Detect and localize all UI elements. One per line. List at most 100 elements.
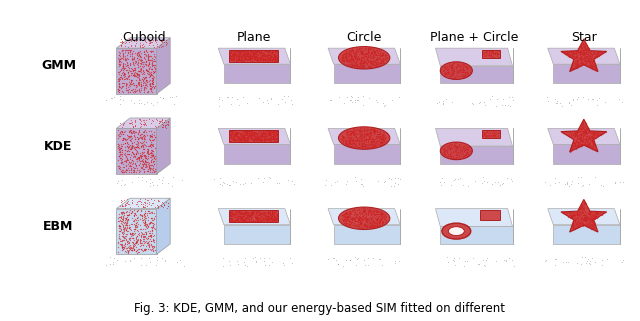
Point xyxy=(574,139,584,144)
Point xyxy=(140,199,150,204)
Point xyxy=(268,135,278,140)
Point xyxy=(241,48,252,53)
Point xyxy=(239,210,249,215)
Point xyxy=(576,133,586,138)
Point xyxy=(246,219,256,224)
Point xyxy=(586,128,596,134)
Point xyxy=(573,141,583,146)
Point xyxy=(586,64,596,69)
Point xyxy=(233,211,243,216)
Point xyxy=(484,54,495,59)
Point xyxy=(370,127,380,132)
Point xyxy=(255,137,265,142)
Point xyxy=(140,164,150,169)
Point xyxy=(139,85,149,91)
Point xyxy=(359,57,369,62)
Point xyxy=(590,209,600,214)
Point xyxy=(147,220,157,225)
Point xyxy=(246,56,257,61)
Point xyxy=(459,62,469,67)
Point xyxy=(136,165,147,170)
Point xyxy=(252,58,262,63)
Point xyxy=(348,128,358,134)
Point xyxy=(283,177,293,182)
Point xyxy=(588,135,598,141)
Point xyxy=(239,216,249,221)
Point xyxy=(127,53,137,58)
Point xyxy=(568,216,578,221)
Point xyxy=(124,202,134,207)
Point xyxy=(233,48,243,54)
Point xyxy=(578,125,588,130)
Point xyxy=(138,235,148,240)
Point xyxy=(550,96,561,101)
Point xyxy=(575,136,586,141)
Point xyxy=(356,51,367,56)
Point xyxy=(460,147,470,152)
Point xyxy=(568,221,579,226)
Point xyxy=(257,215,268,220)
Point xyxy=(116,43,126,48)
Point xyxy=(152,198,163,204)
Point xyxy=(143,236,153,241)
Point xyxy=(254,212,264,217)
Point xyxy=(571,140,581,145)
Point xyxy=(249,132,259,137)
Point xyxy=(143,52,153,57)
Point xyxy=(115,236,125,241)
Point xyxy=(592,212,602,217)
Point xyxy=(453,69,463,74)
Point xyxy=(225,212,236,217)
Point xyxy=(349,140,359,145)
Point xyxy=(346,60,356,65)
Point xyxy=(271,131,281,136)
Point xyxy=(244,133,254,138)
Point xyxy=(376,212,386,217)
Point xyxy=(580,120,591,125)
Point xyxy=(364,209,374,214)
Point xyxy=(340,138,350,143)
Point xyxy=(136,70,147,75)
Point xyxy=(245,51,255,56)
Point xyxy=(263,58,273,63)
Point xyxy=(148,137,158,142)
Point xyxy=(376,141,386,146)
Point xyxy=(129,213,139,218)
Point xyxy=(214,103,225,108)
Point xyxy=(237,49,248,54)
Point xyxy=(483,131,493,136)
Point xyxy=(148,152,159,157)
Point xyxy=(461,150,471,155)
Point xyxy=(141,215,151,220)
Point xyxy=(137,141,147,146)
Point xyxy=(137,240,147,245)
Point xyxy=(225,209,235,214)
Point xyxy=(364,143,374,148)
Point xyxy=(236,219,246,224)
Point xyxy=(124,246,134,251)
Point xyxy=(138,129,148,134)
Point xyxy=(241,130,251,135)
Point xyxy=(493,54,503,59)
Point xyxy=(592,49,602,54)
Point xyxy=(580,55,590,60)
Point xyxy=(325,97,335,102)
Point xyxy=(237,214,247,219)
Point xyxy=(351,212,362,217)
Point xyxy=(354,219,364,224)
Point xyxy=(128,244,138,249)
Point xyxy=(122,76,132,81)
Point xyxy=(234,209,244,214)
Point xyxy=(134,212,145,217)
Point xyxy=(376,140,386,145)
Point xyxy=(498,97,508,102)
Point xyxy=(588,56,598,61)
Point xyxy=(136,232,147,237)
Point xyxy=(269,209,279,214)
Point xyxy=(259,210,269,215)
Point xyxy=(271,211,282,216)
Point xyxy=(448,155,458,160)
Point xyxy=(243,211,253,216)
Point xyxy=(118,210,128,215)
Point xyxy=(355,219,365,224)
